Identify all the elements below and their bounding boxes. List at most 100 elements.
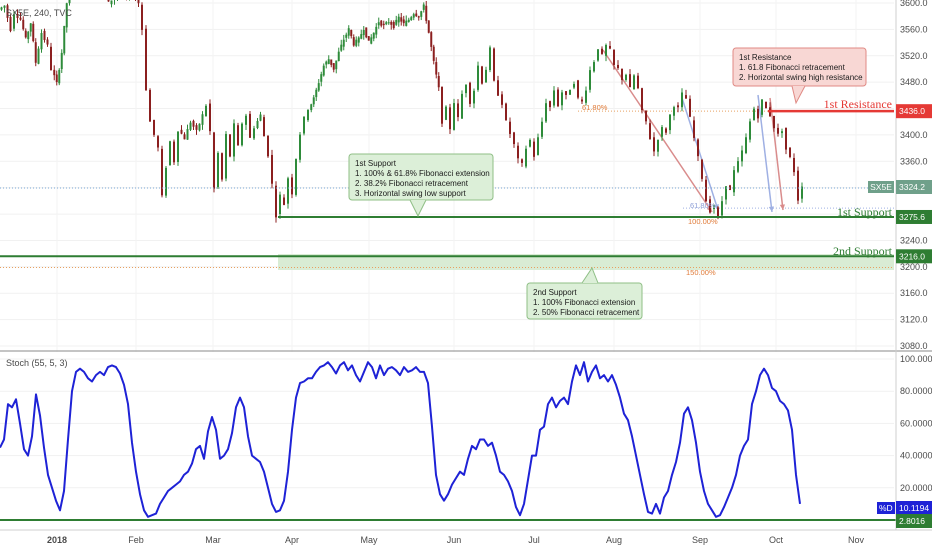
candle-body <box>617 64 619 69</box>
time-tick-label: Aug <box>606 535 622 545</box>
candle-body <box>529 139 531 147</box>
candle-body <box>745 137 747 154</box>
candle-body <box>789 147 791 158</box>
stoch-tick-label: 80.0000 <box>900 386 932 396</box>
candle-body <box>461 93 463 119</box>
candle-body <box>509 121 511 134</box>
candle-body <box>217 152 219 188</box>
candle-body <box>271 154 273 184</box>
support2-value-tag-text: 3216.0 <box>899 251 925 261</box>
candle-body <box>395 19 398 25</box>
fib-label-resistance: 61.80% <box>582 103 608 112</box>
time-tick-label: Nov <box>848 535 865 545</box>
candle-body <box>183 134 186 140</box>
price-tick-label: 3120.0 <box>900 315 928 325</box>
candle-body <box>3 5 6 8</box>
candle-body <box>737 161 739 172</box>
candle-body <box>299 134 301 160</box>
support1-value-tag-text: 3275.6 <box>899 212 925 222</box>
stoch-d-value-tag-text: 10.1194 <box>899 503 929 513</box>
candle-body <box>367 36 370 41</box>
candle-body <box>213 132 215 189</box>
candle-body <box>557 89 559 107</box>
support1-value-tag <box>896 209 932 224</box>
price-tick-label: 3160.0 <box>900 288 928 298</box>
fib-arrow <box>769 97 784 211</box>
resistance-note-line-1: 1st Resistance <box>739 53 792 62</box>
candle-body <box>797 170 799 201</box>
candle-body <box>325 61 328 65</box>
candle-body <box>335 60 338 70</box>
candle-body <box>653 137 655 152</box>
candle-body <box>633 75 635 90</box>
candle-body <box>161 148 163 196</box>
candle-body <box>793 157 795 173</box>
candle-body <box>342 39 345 47</box>
time-tick-label: Jun <box>447 535 462 545</box>
candle-body <box>237 125 239 146</box>
candle-body <box>645 110 647 122</box>
candle-body <box>50 46 52 71</box>
second-support-zone <box>278 254 894 270</box>
support1-note: 1st Support 1. 100% & 61.8% Fibonacci ex… <box>348 153 494 218</box>
candle-body <box>350 29 353 37</box>
candle-body <box>521 159 523 163</box>
stoch-floor-value-tag-text: 2.8016 <box>899 516 925 526</box>
candle-body <box>279 194 281 215</box>
price-tick-label: 3600.0 <box>900 0 928 8</box>
candle-body <box>449 107 451 130</box>
candle-body <box>649 123 651 140</box>
candle-body <box>427 20 430 33</box>
candle-body <box>189 122 192 130</box>
candle-body <box>525 148 527 167</box>
candle-body <box>27 31 30 40</box>
stoch-tick-label: 40.0000 <box>900 451 932 461</box>
candle-body <box>63 25 66 54</box>
candle-body <box>477 65 479 90</box>
candle-body <box>53 69 56 76</box>
candle-body <box>37 48 40 64</box>
candle-body <box>505 103 507 121</box>
candle-body <box>332 63 335 70</box>
last-price-value-tag <box>896 180 932 194</box>
candle-body <box>637 75 639 89</box>
candle-body <box>481 66 483 84</box>
candle-body <box>177 131 179 162</box>
resistance-value-tag-text: 3436.0 <box>899 106 925 116</box>
candle-body <box>577 80 579 98</box>
candle-body <box>415 13 418 17</box>
candle-body <box>385 22 388 25</box>
price-tick-label: 3240.0 <box>900 235 928 245</box>
candle-body <box>613 49 615 65</box>
candle-body <box>422 4 425 10</box>
candle-body <box>295 159 297 195</box>
candle-body <box>322 65 325 76</box>
stoch-d-label: %D <box>879 503 893 513</box>
candle-body <box>180 129 183 134</box>
candle-body <box>315 89 318 98</box>
candle-body <box>673 107 675 116</box>
candle-body <box>40 33 43 50</box>
candle-body <box>34 42 37 63</box>
candle-body <box>186 129 189 140</box>
candle-body <box>465 84 467 94</box>
levels <box>0 109 894 258</box>
candle-body <box>267 135 269 157</box>
candle-body <box>497 80 499 96</box>
candle-body <box>225 133 227 179</box>
stoch-pane[interactable] <box>0 352 896 530</box>
candle-body <box>761 99 763 115</box>
candle-body <box>137 0 140 4</box>
candle-body <box>501 94 503 105</box>
support2-note-line-3: 2. 50% Fibonacci retracement <box>533 308 640 317</box>
candle-body <box>621 68 623 80</box>
price-tick-label: 3360.0 <box>900 156 928 166</box>
candle-body <box>657 139 659 152</box>
candle-body <box>205 105 207 117</box>
price-tick-label: 3400.0 <box>900 130 928 140</box>
resistance-note-line-3: 2. Horizontal swing high resistance <box>739 73 863 82</box>
support1-note-line-4: 3. Horizontal swing low support <box>355 189 466 198</box>
candle-body <box>58 69 61 84</box>
candle-body <box>312 97 315 105</box>
